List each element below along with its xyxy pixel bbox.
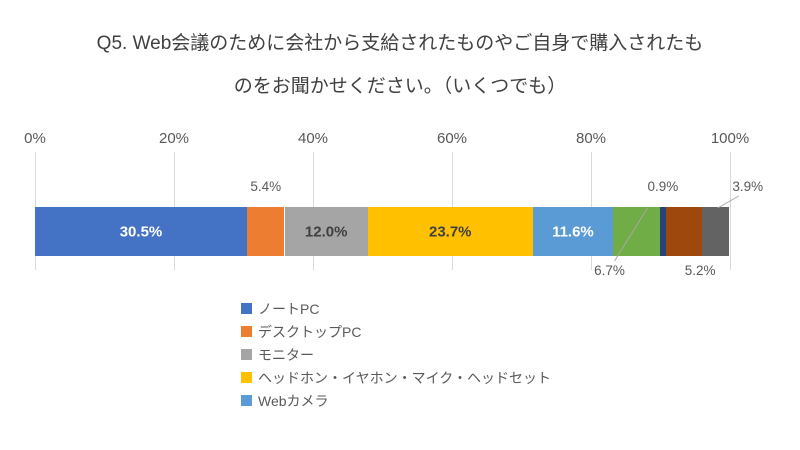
x-axis-tick-label: 40% (297, 130, 329, 147)
legend-label: モニター (258, 346, 314, 363)
legend-swatch (241, 326, 252, 337)
x-axis: 0% 20% 40% 60% 80% 100% (0, 130, 800, 150)
legend-item: モニター (241, 343, 551, 366)
legend-label: ヘッドホン・イヤホン・マイク・ヘッドセット (258, 369, 552, 386)
x-axis-tick-label: 20% (158, 130, 190, 147)
legend-item: ノートPC (241, 297, 551, 320)
legend-label: Webカメラ (258, 392, 329, 409)
legend-item: デスクトップPC (241, 320, 551, 343)
legend-label: ノートPC (258, 300, 320, 317)
bar-segment (367, 207, 533, 256)
bar-segment (532, 207, 614, 256)
legend-swatch (241, 372, 252, 383)
x-axis-tick-label: 60% (436, 130, 468, 147)
bar-segment (702, 207, 730, 256)
chart-title-line1: Q5. Web会議のために会社から支給されたものやご自身で購入されたも (96, 33, 704, 54)
x-axis-tick-label: 0% (24, 130, 46, 147)
x-axis-tick-label: 80% (575, 130, 607, 147)
gridline (730, 152, 731, 270)
chart-title: Q5. Web会議のために会社から支給されたものやご自身で購入されたも のをお聞… (0, 22, 800, 108)
legend-swatch (241, 349, 252, 360)
legend-item: Webカメラ (241, 389, 551, 412)
bar-segment (35, 207, 247, 256)
x-axis-tick-label: 100% (710, 130, 750, 147)
bar-segment (613, 207, 660, 256)
bar-segment (284, 207, 368, 256)
legend-swatch (241, 395, 252, 406)
bar-segment (666, 207, 703, 256)
chart-title-line2: のをお聞かせください。（いくつでも） (233, 76, 567, 97)
legend-swatch (241, 303, 252, 314)
bar-segment (659, 207, 667, 256)
legend-item: ヘッドホン・イヤホン・マイク・ヘッドセット (241, 366, 551, 389)
legend: ノートPC デスクトップPC モニターヘッドホン・イヤホン・マイク・ヘッドセット We… (241, 297, 551, 412)
legend-label: デスクトップPC (258, 323, 362, 340)
stacked-bar (0, 207, 800, 256)
bar-segment (246, 207, 285, 256)
